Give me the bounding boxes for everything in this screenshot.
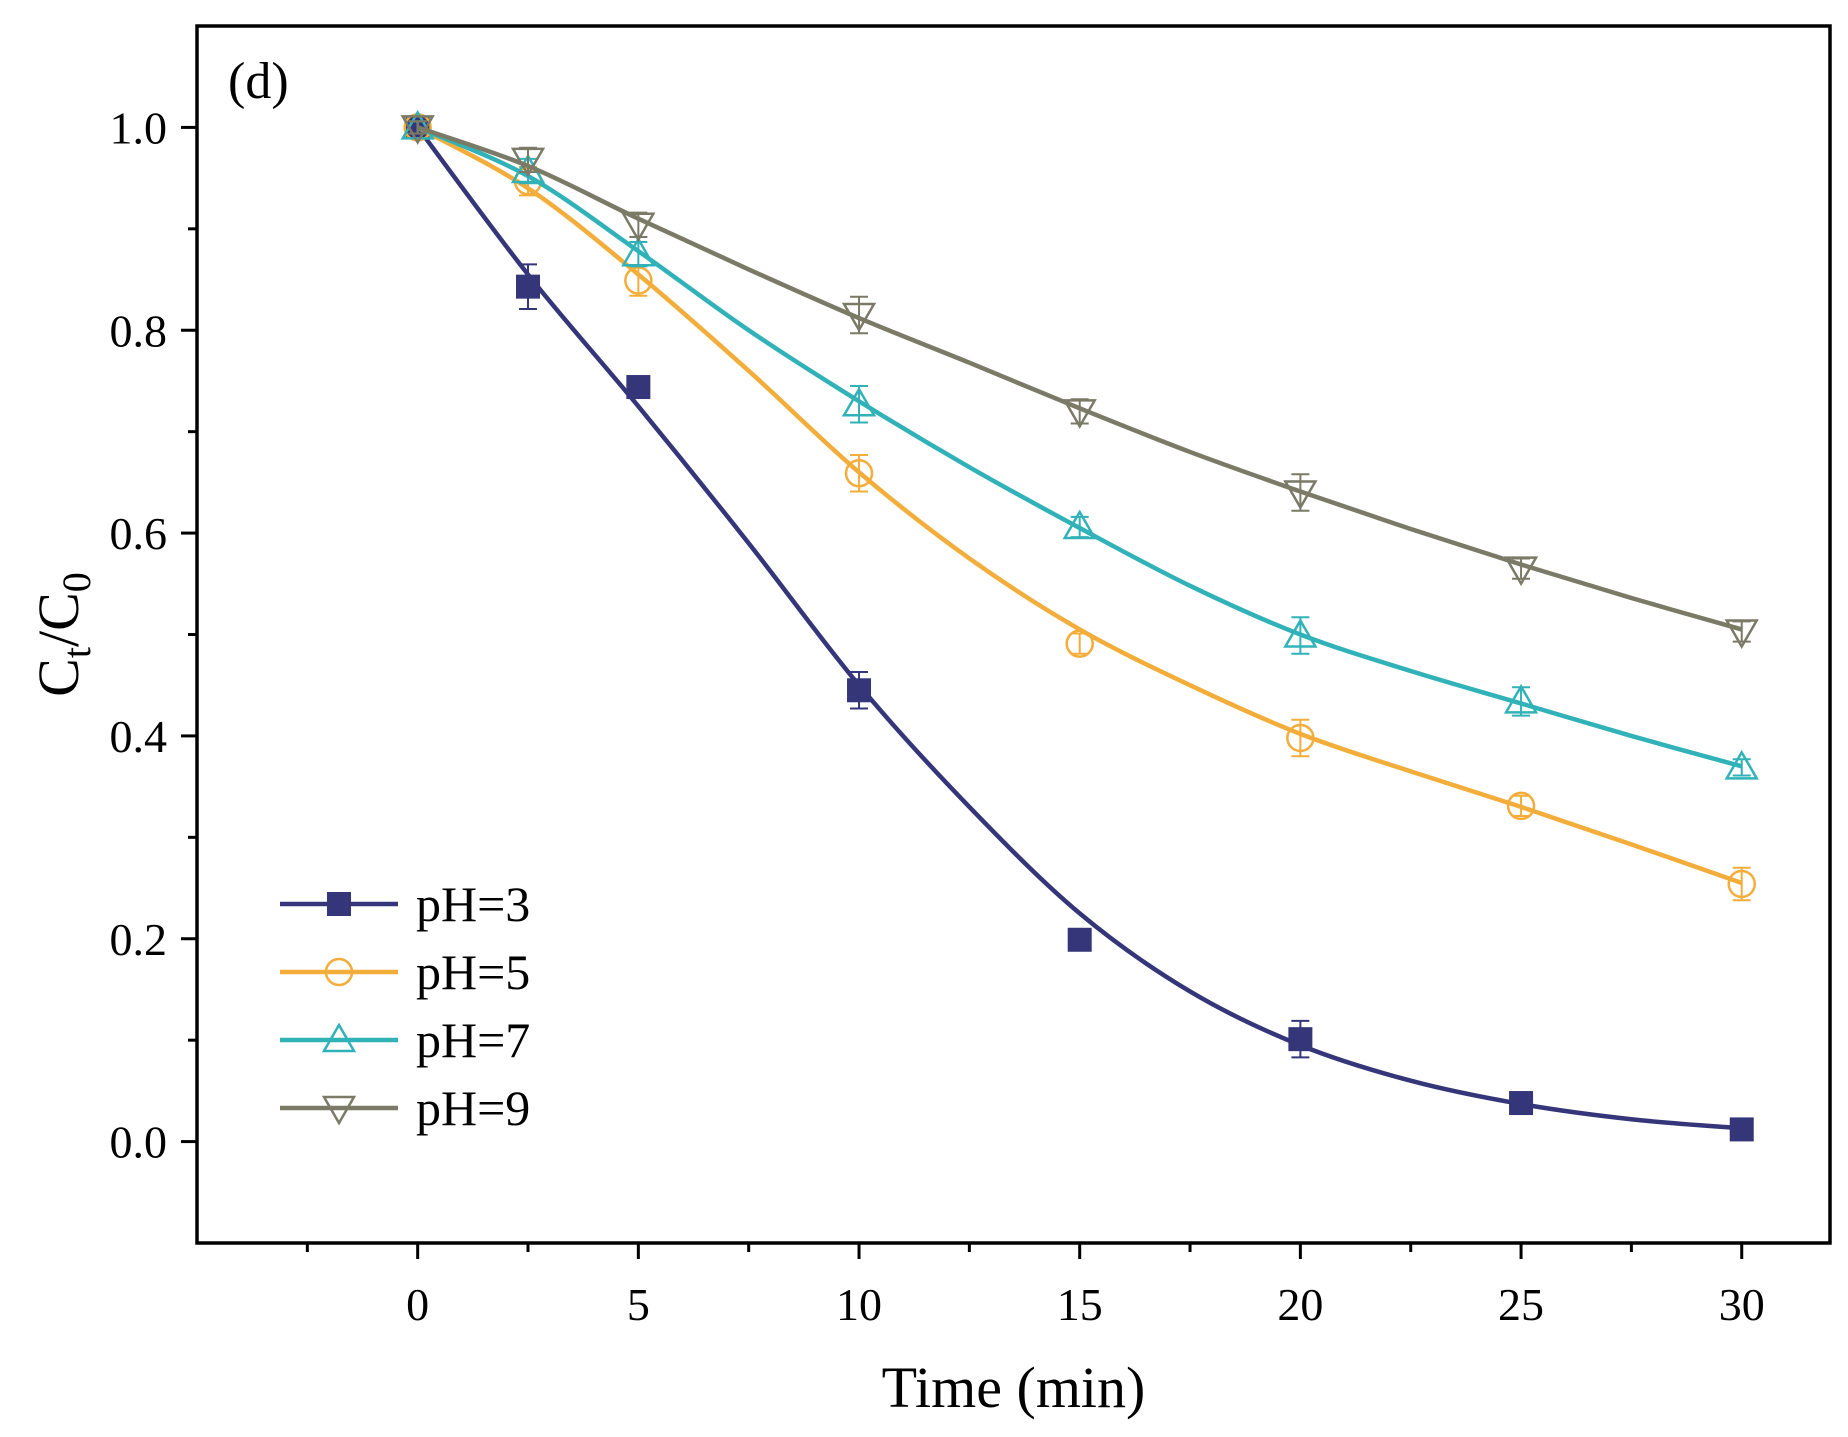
series-fit-line <box>415 126 1742 1131</box>
x-tick-label: 20 <box>1277 1279 1323 1330</box>
data-point <box>1509 1091 1534 1116</box>
legend-marker <box>321 1095 357 1126</box>
y-tick-label: 0.0 <box>110 1117 168 1168</box>
data-point <box>510 147 546 178</box>
y-tick-label: 0.4 <box>110 711 168 762</box>
data-point <box>1283 480 1318 511</box>
data-point <box>841 386 877 417</box>
data-point <box>1724 619 1759 649</box>
data-point <box>400 115 435 145</box>
legend-label: pH=7 <box>416 1012 530 1068</box>
legend-marker <box>324 957 354 987</box>
legend-marker <box>321 1022 357 1053</box>
series-ph-5 <box>403 113 1756 902</box>
data-point <box>1729 1117 1754 1142</box>
data-point <box>1067 927 1092 952</box>
data-point <box>621 236 656 267</box>
data-point <box>1727 869 1756 899</box>
data-point <box>1286 723 1315 753</box>
x-axis-title: Time (min) <box>882 1355 1146 1420</box>
panel-label: (d) <box>228 53 289 110</box>
y-axis-title-sub-0: 0 <box>54 572 99 592</box>
x-tick-label: 0 <box>406 1279 429 1330</box>
data-point <box>1503 556 1539 587</box>
data-point <box>1062 509 1097 540</box>
data-point <box>621 212 656 243</box>
y-tick-label: 0.2 <box>110 914 168 965</box>
x-tick-label: 10 <box>836 1279 882 1330</box>
data-point <box>1503 683 1539 714</box>
data-point <box>1506 791 1536 821</box>
data-point <box>400 109 435 140</box>
x-tick-label: 25 <box>1498 1279 1544 1330</box>
data-point <box>1283 618 1318 648</box>
legend: pH=3 pH=5 pH=7 pH=9 <box>280 876 530 1136</box>
data-point <box>1288 1027 1313 1052</box>
x-tick-label: 5 <box>627 1279 650 1330</box>
data-point <box>1062 399 1097 429</box>
y-axis-title-mid: /C <box>26 592 91 647</box>
legend-marker <box>327 892 351 916</box>
y-tick-label: 1.0 <box>110 102 168 153</box>
y-tick-label: 0.8 <box>110 305 168 356</box>
data-point <box>516 274 541 299</box>
data-point <box>844 458 874 488</box>
series-ph-7 <box>400 109 1759 780</box>
y-axis-title: Ct/C0 <box>26 572 99 697</box>
data-point <box>1065 629 1094 658</box>
data-point <box>847 678 872 703</box>
data-point <box>841 302 877 333</box>
series-ph-3 <box>405 115 1754 1142</box>
series-ph-9 <box>400 115 1759 649</box>
y-tick-label: 0.6 <box>110 508 168 559</box>
data-point <box>624 266 653 295</box>
series-layer <box>400 109 1759 1142</box>
y-axis-title-sub-t: t <box>54 647 99 658</box>
y-axis-title-main: C <box>26 658 91 697</box>
data-point <box>626 375 651 400</box>
axes-layer: 0 5 10 15 20 25 30 0.0 0.2 0.4 0.6 0.8 1.0 <box>110 24 1832 1330</box>
x-tick-label: 15 <box>1057 1279 1103 1330</box>
legend-label: pH=3 <box>416 876 530 932</box>
legend-label: pH=5 <box>416 944 530 1000</box>
legend-label: pH=9 <box>416 1080 530 1136</box>
data-point <box>1724 749 1759 780</box>
x-tick-label: 30 <box>1719 1279 1765 1330</box>
